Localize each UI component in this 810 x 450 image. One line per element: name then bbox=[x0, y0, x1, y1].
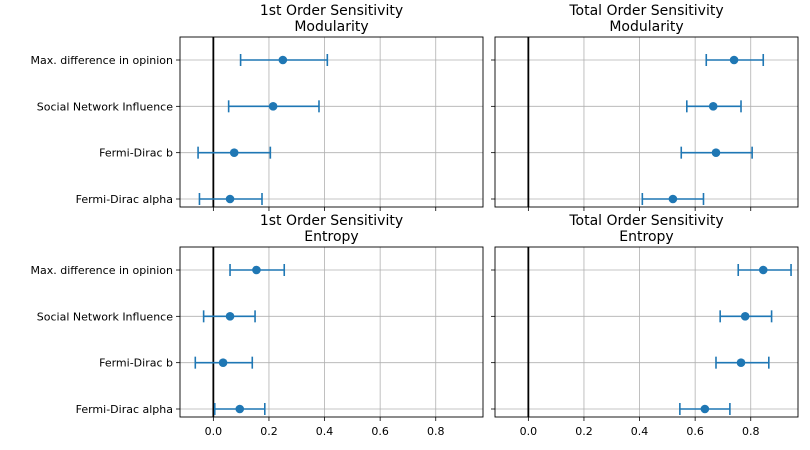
x-tick-label: 0.8 bbox=[427, 425, 445, 438]
data-point bbox=[235, 404, 245, 414]
x-tick-label: 0.4 bbox=[631, 425, 649, 438]
y-tick-label: Social Network Influence bbox=[37, 100, 173, 113]
errorbar-3 bbox=[198, 193, 263, 205]
x-tick-label: 0.0 bbox=[520, 425, 538, 438]
x-tick-label: 0.8 bbox=[742, 425, 760, 438]
panel-title: Total Order Sensitivity bbox=[568, 3, 723, 19]
y-tick-label: Fermi-Dirac alpha bbox=[76, 403, 173, 416]
data-point bbox=[278, 55, 288, 65]
errorbar-2 bbox=[197, 146, 272, 159]
axes-frame bbox=[494, 36, 799, 208]
errorbar-1 bbox=[686, 100, 742, 113]
axes-frame bbox=[179, 246, 484, 418]
panel-title: 1st Order Sensitivity bbox=[260, 213, 403, 229]
data-point bbox=[229, 148, 239, 157]
errorbar-3 bbox=[641, 193, 705, 205]
x-tick-label: 0.2 bbox=[260, 425, 278, 438]
errorbar-1 bbox=[202, 310, 256, 323]
axes-frame bbox=[494, 246, 799, 418]
x-tick-label: 0.2 bbox=[575, 425, 593, 438]
panel-title: Total Order Sensitivity bbox=[568, 213, 723, 229]
panel-title: 1st Order Sensitivity bbox=[260, 3, 403, 19]
y-tick-label: Max. difference in opinion bbox=[31, 264, 174, 277]
x-tick-label: 0.6 bbox=[686, 425, 704, 438]
errorbar-0 bbox=[229, 264, 286, 276]
errorbar-3 bbox=[213, 403, 266, 415]
data-point bbox=[268, 102, 278, 111]
y-tick-label: Fermi-Dirac b bbox=[99, 147, 173, 160]
data-point bbox=[729, 55, 739, 65]
data-point bbox=[711, 148, 721, 157]
panel-subtitle: Modularity bbox=[294, 19, 368, 35]
errorbar-2 bbox=[194, 356, 254, 369]
panel-subtitle: Modularity bbox=[609, 19, 683, 35]
errorbar-0 bbox=[239, 54, 329, 66]
x-tick-label: 0.0 bbox=[205, 425, 223, 438]
data-point bbox=[758, 265, 768, 275]
y-tick-label: Fermi-Dirac alpha bbox=[76, 193, 173, 206]
y-tick-label: Fermi-Dirac b bbox=[99, 357, 173, 370]
data-point bbox=[225, 194, 235, 204]
errorbar-1 bbox=[227, 100, 320, 113]
data-point bbox=[668, 194, 678, 204]
panel-subtitle: Entropy bbox=[619, 229, 673, 245]
x-tick-label: 0.4 bbox=[316, 425, 334, 438]
errorbar-2 bbox=[715, 356, 770, 369]
data-point bbox=[708, 102, 718, 111]
data-point bbox=[218, 358, 228, 367]
data-point bbox=[225, 312, 235, 321]
data-point bbox=[252, 265, 261, 275]
errorbar-0 bbox=[737, 264, 792, 276]
data-point bbox=[736, 358, 746, 367]
errorbar-0 bbox=[705, 54, 765, 66]
data-point bbox=[700, 404, 710, 414]
axes-frame bbox=[179, 36, 484, 208]
panel-subtitle: Entropy bbox=[304, 229, 358, 245]
y-tick-label: Social Network Influence bbox=[37, 310, 173, 323]
errorbar-3 bbox=[679, 403, 731, 415]
x-tick-label: 0.6 bbox=[371, 425, 389, 438]
errorbar-2 bbox=[680, 146, 753, 159]
data-point bbox=[740, 312, 750, 321]
y-tick-label: Max. difference in opinion bbox=[31, 54, 174, 67]
errorbar-1 bbox=[719, 310, 773, 323]
